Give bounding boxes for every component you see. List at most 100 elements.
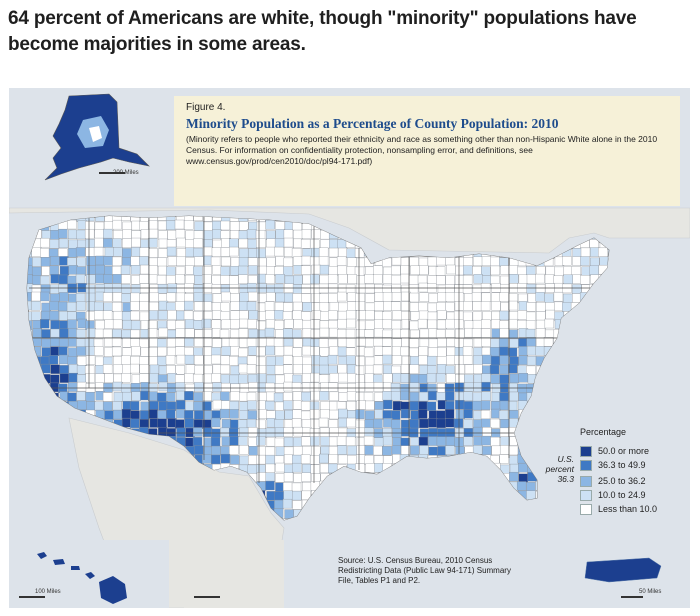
- county-cell: [536, 401, 546, 411]
- county-cell: [471, 292, 482, 302]
- county-cell: [418, 436, 429, 447]
- county-cell: [49, 508, 60, 519]
- county-cell: [320, 401, 330, 411]
- county-cell: [518, 346, 528, 356]
- county-cell: [51, 526, 60, 535]
- county-cell: [328, 229, 339, 239]
- county-cell: [112, 219, 123, 230]
- county-cell: [121, 355, 131, 365]
- county-cell: [293, 319, 303, 329]
- county-cell: [338, 274, 348, 284]
- county-cell: [463, 311, 473, 322]
- county-cell: [275, 473, 285, 483]
- county-cell: [49, 300, 59, 311]
- county-cell: [121, 373, 131, 383]
- county-cell: [508, 490, 519, 500]
- county-cell: [239, 455, 249, 466]
- county-cell: [337, 329, 347, 339]
- county-cell: [400, 273, 411, 284]
- county-cell: [319, 427, 330, 438]
- county-cell: [383, 373, 393, 383]
- county-cell: [472, 445, 483, 455]
- county-cell: [58, 274, 69, 285]
- county-cell: [374, 463, 384, 473]
- county-cell: [112, 256, 122, 267]
- county-cell: [247, 400, 257, 410]
- county-cell: [553, 391, 564, 401]
- county-cell: [274, 238, 285, 248]
- county-cell: [310, 329, 321, 339]
- county-cell: [229, 419, 240, 429]
- county-cell: [356, 472, 366, 482]
- county-cell: [319, 347, 330, 357]
- county-cell: [220, 364, 230, 375]
- county-cell: [302, 345, 312, 356]
- county-cell: [526, 383, 536, 394]
- county-cell: [68, 337, 78, 347]
- county-cell: [68, 464, 78, 475]
- county-cell: [319, 500, 330, 510]
- county-cell: [230, 346, 240, 356]
- county-cell: [427, 311, 438, 322]
- county-cell: [418, 374, 429, 384]
- county-cell: [76, 257, 86, 267]
- county-cell: [113, 364, 123, 374]
- county-cell: [598, 247, 608, 258]
- county-cell: [463, 436, 473, 446]
- county-cell: [328, 382, 338, 392]
- county-cell: [266, 374, 276, 385]
- county-cell: [428, 293, 439, 303]
- county-cell: [345, 436, 356, 447]
- county-cell: [599, 319, 609, 329]
- county-cell: [526, 283, 536, 294]
- county-cell: [40, 445, 50, 456]
- county-cell: [302, 373, 312, 383]
- county-cell: [212, 338, 222, 348]
- county-cell: [68, 364, 79, 374]
- county-cell: [427, 509, 437, 519]
- county-cell: [176, 256, 186, 267]
- county-cell: [229, 238, 239, 248]
- county-cell: [435, 481, 446, 491]
- county-cell: [346, 482, 357, 492]
- county-cell: [410, 329, 420, 340]
- county-cell: [598, 365, 609, 375]
- county-cell: [139, 300, 149, 311]
- county-cell: [481, 435, 492, 446]
- county-cell: [27, 509, 33, 519]
- county-cell: [428, 347, 438, 357]
- county-cell: [499, 374, 509, 384]
- county-cell: [122, 229, 132, 239]
- county-cell: [176, 437, 186, 447]
- county-cell: [543, 365, 554, 375]
- county-cell: [482, 446, 492, 456]
- county-cell: [607, 346, 609, 356]
- county-cell: [275, 229, 285, 239]
- county-cell: [553, 301, 564, 312]
- county-cell: [41, 419, 51, 429]
- county-cell: [599, 383, 609, 393]
- county-cell: [437, 472, 447, 482]
- county-cell: [437, 337, 447, 347]
- county-cell: [508, 300, 518, 311]
- county-cell: [445, 365, 455, 375]
- county-cell: [129, 401, 140, 411]
- county-cell: [409, 347, 419, 358]
- county-cell: [68, 328, 78, 338]
- county-cell: [292, 347, 302, 357]
- county-cell: [166, 266, 176, 276]
- county-cell: [311, 527, 320, 536]
- county-cell: [508, 382, 518, 393]
- county-cell: [229, 284, 239, 294]
- county-cell: [580, 238, 590, 248]
- county-cell: [508, 363, 518, 374]
- mexico-scale-bar: [194, 596, 220, 598]
- county-cell: [103, 228, 113, 239]
- county-cell: [311, 507, 321, 518]
- county-cell: [157, 426, 168, 437]
- county-cell: [167, 230, 177, 240]
- county-cell: [95, 264, 105, 275]
- county-cell: [229, 374, 239, 385]
- county-cell: [158, 381, 169, 392]
- county-cell: [320, 220, 330, 231]
